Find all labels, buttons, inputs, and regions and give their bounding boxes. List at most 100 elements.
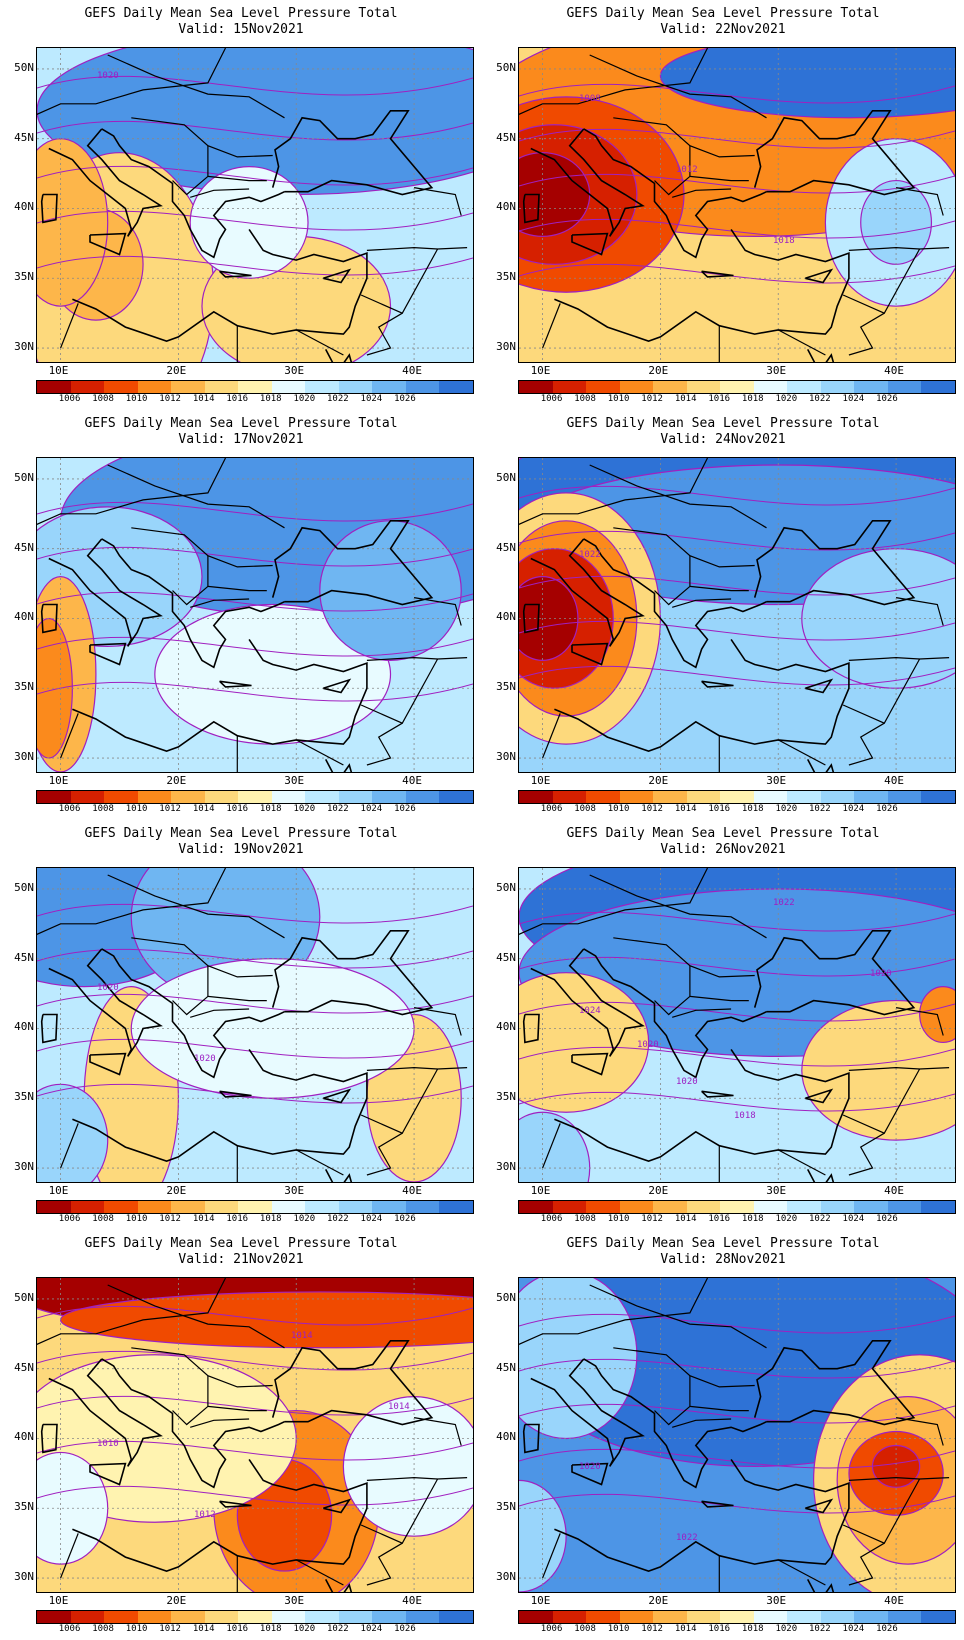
latitude-label: 50N bbox=[496, 880, 516, 894]
latitude-label: 30N bbox=[14, 1160, 34, 1174]
country-border bbox=[672, 188, 732, 198]
colorbar-swatch bbox=[519, 791, 553, 803]
colorbar-swatch bbox=[887, 1611, 922, 1623]
latitude-label: 35N bbox=[496, 680, 516, 694]
country-border bbox=[848, 1542, 885, 1586]
contour-label: 1024 bbox=[579, 1006, 601, 1016]
country-border bbox=[896, 597, 944, 626]
latitude-label: 40N bbox=[496, 200, 516, 214]
colorbar-label: 1008 bbox=[92, 804, 114, 814]
longitude-label: 40E bbox=[402, 1184, 422, 1197]
isobar-line bbox=[37, 1440, 473, 1461]
country-border bbox=[848, 246, 950, 251]
panel-valid-date: Valid: 28Nov2021 bbox=[660, 1252, 786, 1267]
coastline bbox=[805, 1498, 834, 1514]
coastline bbox=[805, 678, 834, 694]
colorbar-label: 1020 bbox=[293, 1214, 316, 1224]
country-border bbox=[295, 739, 344, 766]
colorbar-label: 1020 bbox=[293, 804, 316, 814]
map-canvas: 1010 1012 1014 1014 bbox=[37, 1278, 473, 1592]
country-border bbox=[172, 965, 209, 1016]
latitude-label: 30N bbox=[496, 750, 516, 764]
coastline bbox=[701, 1090, 734, 1098]
colorbar-label: 1026 bbox=[876, 394, 898, 404]
country-border bbox=[295, 1559, 344, 1586]
colorbar-swatch bbox=[171, 1611, 205, 1623]
forecast-panel: GEFS Daily Mean Sea Level Pressure Total… bbox=[0, 0, 482, 410]
panel-title: GEFS Daily Mean Sea Level Pressure Total bbox=[84, 416, 398, 431]
isobar-line bbox=[519, 1046, 955, 1067]
colorbar-swatch bbox=[686, 791, 721, 803]
colorbar-swatch bbox=[405, 1611, 440, 1623]
colorbar-swatch bbox=[338, 791, 373, 803]
panel-title: GEFS Daily Mean Sea Level Pressure Total bbox=[566, 826, 880, 841]
pressure-map: 1022 bbox=[518, 457, 956, 773]
coastline bbox=[48, 1358, 163, 1467]
colorbar-swatch bbox=[653, 1611, 687, 1623]
colorbar-swatch bbox=[70, 381, 105, 393]
isobar-line bbox=[37, 903, 473, 924]
country-border bbox=[60, 1123, 79, 1169]
colorbar-swatch bbox=[586, 381, 620, 393]
country-border bbox=[360, 1068, 439, 1134]
colorbar-swatch bbox=[753, 791, 788, 803]
coastline bbox=[48, 948, 163, 1057]
coastline bbox=[271, 1340, 434, 1426]
coastline bbox=[806, 349, 835, 362]
coastline bbox=[89, 1052, 127, 1076]
latitude-label: 45N bbox=[14, 1360, 34, 1374]
panel-title: GEFS Daily Mean Sea Level Pressure Total bbox=[84, 6, 398, 21]
colorbar-label: 1012 bbox=[159, 804, 181, 814]
latitude-label: 50N bbox=[496, 470, 516, 484]
colorbar-label: 1016 bbox=[708, 804, 731, 814]
colorbar-swatch bbox=[653, 381, 687, 393]
country-border bbox=[848, 722, 885, 766]
colorbar-label: 1018 bbox=[259, 394, 282, 404]
coastline bbox=[271, 930, 434, 1016]
country-border bbox=[542, 1533, 561, 1579]
colorbar bbox=[36, 380, 474, 394]
isobar-line bbox=[37, 1083, 473, 1104]
latitude-label: 35N bbox=[14, 1500, 34, 1514]
coastline bbox=[554, 1458, 850, 1572]
coastline bbox=[530, 1358, 645, 1467]
colorbar-swatch bbox=[137, 791, 172, 803]
colorbar-swatch bbox=[171, 1201, 205, 1213]
colorbar-swatch bbox=[854, 791, 888, 803]
latitude-label: 50N bbox=[496, 1290, 516, 1304]
longitude-label: 20E bbox=[648, 364, 669, 377]
latitude-label: 35N bbox=[496, 270, 516, 284]
longitude-label: 10E bbox=[48, 364, 69, 377]
colorbar-label: 1020 bbox=[293, 394, 316, 404]
country-border bbox=[366, 1542, 403, 1586]
country-border bbox=[207, 175, 267, 182]
isobar-line bbox=[519, 1403, 955, 1424]
colorbar-swatch bbox=[686, 1201, 721, 1213]
colorbar-swatch bbox=[439, 1201, 473, 1213]
colorbar-swatch bbox=[519, 1201, 553, 1213]
longitude-label: 30E bbox=[766, 364, 787, 377]
isobar-line bbox=[37, 1350, 473, 1371]
colorbar-swatch bbox=[171, 791, 205, 803]
country-border bbox=[366, 656, 468, 661]
contour-label: 1010 bbox=[97, 1439, 119, 1449]
colorbar-swatch bbox=[753, 381, 788, 393]
colorbar-swatch bbox=[586, 1611, 620, 1623]
colorbar-swatch bbox=[653, 791, 687, 803]
contour-label: 1018 bbox=[773, 236, 795, 246]
latitude-label: 40N bbox=[14, 610, 34, 624]
latitude-label: 30N bbox=[496, 1570, 516, 1584]
contour-label: 1022 bbox=[676, 1533, 698, 1543]
country-border bbox=[190, 1008, 250, 1018]
colorbar-label: 1020 bbox=[775, 394, 798, 404]
pressure-contour bbox=[519, 576, 579, 661]
latitude-label: 40N bbox=[496, 1020, 516, 1034]
colorbar-label: 1014 bbox=[674, 394, 697, 404]
isobar-line bbox=[37, 75, 473, 96]
country-border bbox=[414, 1417, 462, 1446]
latitude-label: 45N bbox=[14, 950, 34, 964]
colorbar-swatch bbox=[753, 1201, 788, 1213]
forecast-panel: GEFS Daily Mean Sea Level Pressure Total… bbox=[482, 0, 964, 410]
country-border bbox=[360, 1478, 439, 1544]
isobar-line bbox=[37, 1395, 473, 1416]
